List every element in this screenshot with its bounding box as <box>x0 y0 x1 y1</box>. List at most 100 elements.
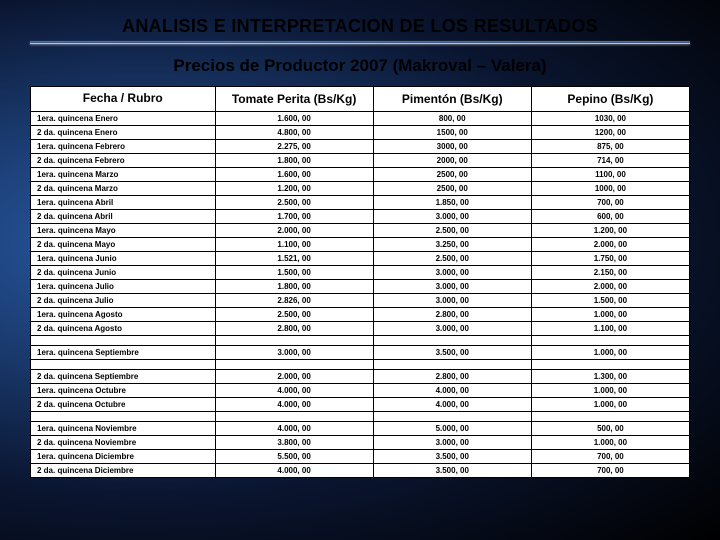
table-cell: 1.000, 00 <box>531 346 689 360</box>
table-row: 1era. quincena Diciembre5.500, 003.500, … <box>31 450 690 464</box>
table-cell: 3.500, 00 <box>373 464 531 478</box>
table-cell: 3.000, 00 <box>373 322 531 336</box>
table-cell: 1.521, 00 <box>215 252 373 266</box>
table-cell: 700, 00 <box>531 450 689 464</box>
table-cell: 1.800, 00 <box>215 154 373 168</box>
table-cell: 875, 00 <box>531 140 689 154</box>
table-cell: 2.826, 00 <box>215 294 373 308</box>
table-row: 2 da. quincena Noviembre3.800, 003.000, … <box>31 436 690 450</box>
spacer-cell <box>531 360 689 370</box>
table-cell: 2 da. quincena Enero <box>31 126 216 140</box>
table-cell: 2.800, 00 <box>373 370 531 384</box>
table-row: 2 da. quincena Enero4.800, 001500, 00120… <box>31 126 690 140</box>
table-cell: 2 da. quincena Agosto <box>31 322 216 336</box>
table-cell: 600, 00 <box>531 210 689 224</box>
table-row: 2 da. quincena Agosto2.800, 003.000, 001… <box>31 322 690 336</box>
table-cell: 2.500, 00 <box>373 252 531 266</box>
table-cell: 2.275, 00 <box>215 140 373 154</box>
table-cell: 2.000, 00 <box>215 224 373 238</box>
spacer-cell <box>31 336 216 346</box>
table-cell: 1.000, 00 <box>531 308 689 322</box>
table-cell: 5.500, 00 <box>215 450 373 464</box>
table-body: 1era. quincena Enero1.600, 00800, 001030… <box>31 112 690 478</box>
spacer-cell <box>531 412 689 422</box>
table-cell: 3.000, 00 <box>373 294 531 308</box>
table-cell: 1.200, 00 <box>531 224 689 238</box>
spacer-cell <box>31 412 216 422</box>
table-cell: 1.100, 00 <box>215 238 373 252</box>
table-cell: 2 da. quincena Octubre <box>31 398 216 412</box>
table-cell: 1200, 00 <box>531 126 689 140</box>
table-cell: 4.000, 00 <box>373 384 531 398</box>
table-cell: 3.800, 00 <box>215 436 373 450</box>
table-cell: 2.500, 00 <box>373 224 531 238</box>
spacer-cell <box>31 360 216 370</box>
spacer-cell <box>215 336 373 346</box>
table-row: 2 da. quincena Septiembre2.000, 002.800,… <box>31 370 690 384</box>
table-row: 1era. quincena Septiembre3.000, 003.500,… <box>31 346 690 360</box>
table-cell: 500, 00 <box>531 422 689 436</box>
table-cell: 1.000, 00 <box>531 398 689 412</box>
table-cell: 700, 00 <box>531 464 689 478</box>
table-row: 2 da. quincena Diciembre4.000, 003.500, … <box>31 464 690 478</box>
table-cell: 3.500, 00 <box>373 450 531 464</box>
spacer-cell <box>373 336 531 346</box>
table-cell: 2.000, 00 <box>531 238 689 252</box>
table-row: 2 da. quincena Febrero1.800, 002000, 007… <box>31 154 690 168</box>
table-cell: 1era. quincena Mayo <box>31 224 216 238</box>
table-cell: 1era. quincena Febrero <box>31 140 216 154</box>
spacer-cell <box>373 412 531 422</box>
table-cell: 1era. quincena Agosto <box>31 308 216 322</box>
table-cell: 1era. quincena Julio <box>31 280 216 294</box>
table-cell: 2.000, 00 <box>215 370 373 384</box>
table-cell: 3.000, 00 <box>373 210 531 224</box>
table-cell: 4.000, 00 <box>215 398 373 412</box>
table-cell: 1era. quincena Junio <box>31 252 216 266</box>
table-cell: 1.500, 00 <box>215 266 373 280</box>
table-row: 1era. quincena Agosto2.500, 002.800, 001… <box>31 308 690 322</box>
table-cell: 700, 00 <box>531 196 689 210</box>
spacer-row <box>31 336 690 346</box>
table-cell: 1.500, 00 <box>531 294 689 308</box>
table-cell: 1era. quincena Marzo <box>31 168 216 182</box>
table-row: 1era. quincena Junio1.521, 002.500, 001.… <box>31 252 690 266</box>
table-cell: 3.000, 00 <box>373 280 531 294</box>
spacer-row <box>31 412 690 422</box>
spacer-cell <box>373 360 531 370</box>
table-cell: 800, 00 <box>373 112 531 126</box>
col-pimenton: Pimentón (Bs/Kg) <box>373 87 531 112</box>
table-cell: 1era. quincena Octubre <box>31 384 216 398</box>
table-cell: 2 da. quincena Diciembre <box>31 464 216 478</box>
table-cell: 1era. quincena Septiembre <box>31 346 216 360</box>
table-cell: 2 da. quincena Abril <box>31 210 216 224</box>
table-cell: 1.200, 00 <box>215 182 373 196</box>
table-cell: 5.000, 00 <box>373 422 531 436</box>
table-cell: 4.000, 00 <box>215 464 373 478</box>
spacer-row <box>31 360 690 370</box>
table-cell: 3.000, 00 <box>215 346 373 360</box>
table-cell: 1.000, 00 <box>531 436 689 450</box>
table-cell: 1.850, 00 <box>373 196 531 210</box>
table-row: 1era. quincena Abril2.500, 001.850, 0070… <box>31 196 690 210</box>
table-cell: 1era. quincena Abril <box>31 196 216 210</box>
table-cell: 3.000, 00 <box>373 266 531 280</box>
table-cell: 1.800, 00 <box>215 280 373 294</box>
table-cell: 3.500, 00 <box>373 346 531 360</box>
table-cell: 1.100, 00 <box>531 322 689 336</box>
col-pepino: Pepino (Bs/Kg) <box>531 87 689 112</box>
slide-title: ANALISIS E INTERPRETACION DE LOS RESULTA… <box>30 16 690 37</box>
table-row: 2 da. quincena Marzo1.200, 002500, 00100… <box>31 182 690 196</box>
table-cell: 2000, 00 <box>373 154 531 168</box>
table-header-row: Fecha / Rubro Tomate Perita (Bs/Kg) Pime… <box>31 87 690 112</box>
table-cell: 2 da. quincena Marzo <box>31 182 216 196</box>
table-cell: 2 da. quincena Noviembre <box>31 436 216 450</box>
title-underline <box>30 41 690 44</box>
table-cell: 1.000, 00 <box>531 384 689 398</box>
spacer-cell <box>215 412 373 422</box>
table-cell: 2 da. quincena Febrero <box>31 154 216 168</box>
table-cell: 2 da. quincena Julio <box>31 294 216 308</box>
table-row: 1era. quincena Octubre4.000, 004.000, 00… <box>31 384 690 398</box>
table-cell: 4.000, 00 <box>215 422 373 436</box>
table-cell: 1.750, 00 <box>531 252 689 266</box>
table-cell: 3.250, 00 <box>373 238 531 252</box>
